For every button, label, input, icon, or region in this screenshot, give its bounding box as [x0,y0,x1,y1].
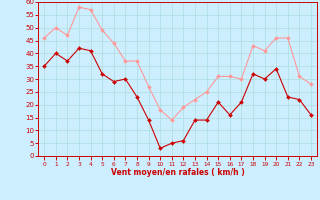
X-axis label: Vent moyen/en rafales ( km/h ): Vent moyen/en rafales ( km/h ) [111,168,244,177]
